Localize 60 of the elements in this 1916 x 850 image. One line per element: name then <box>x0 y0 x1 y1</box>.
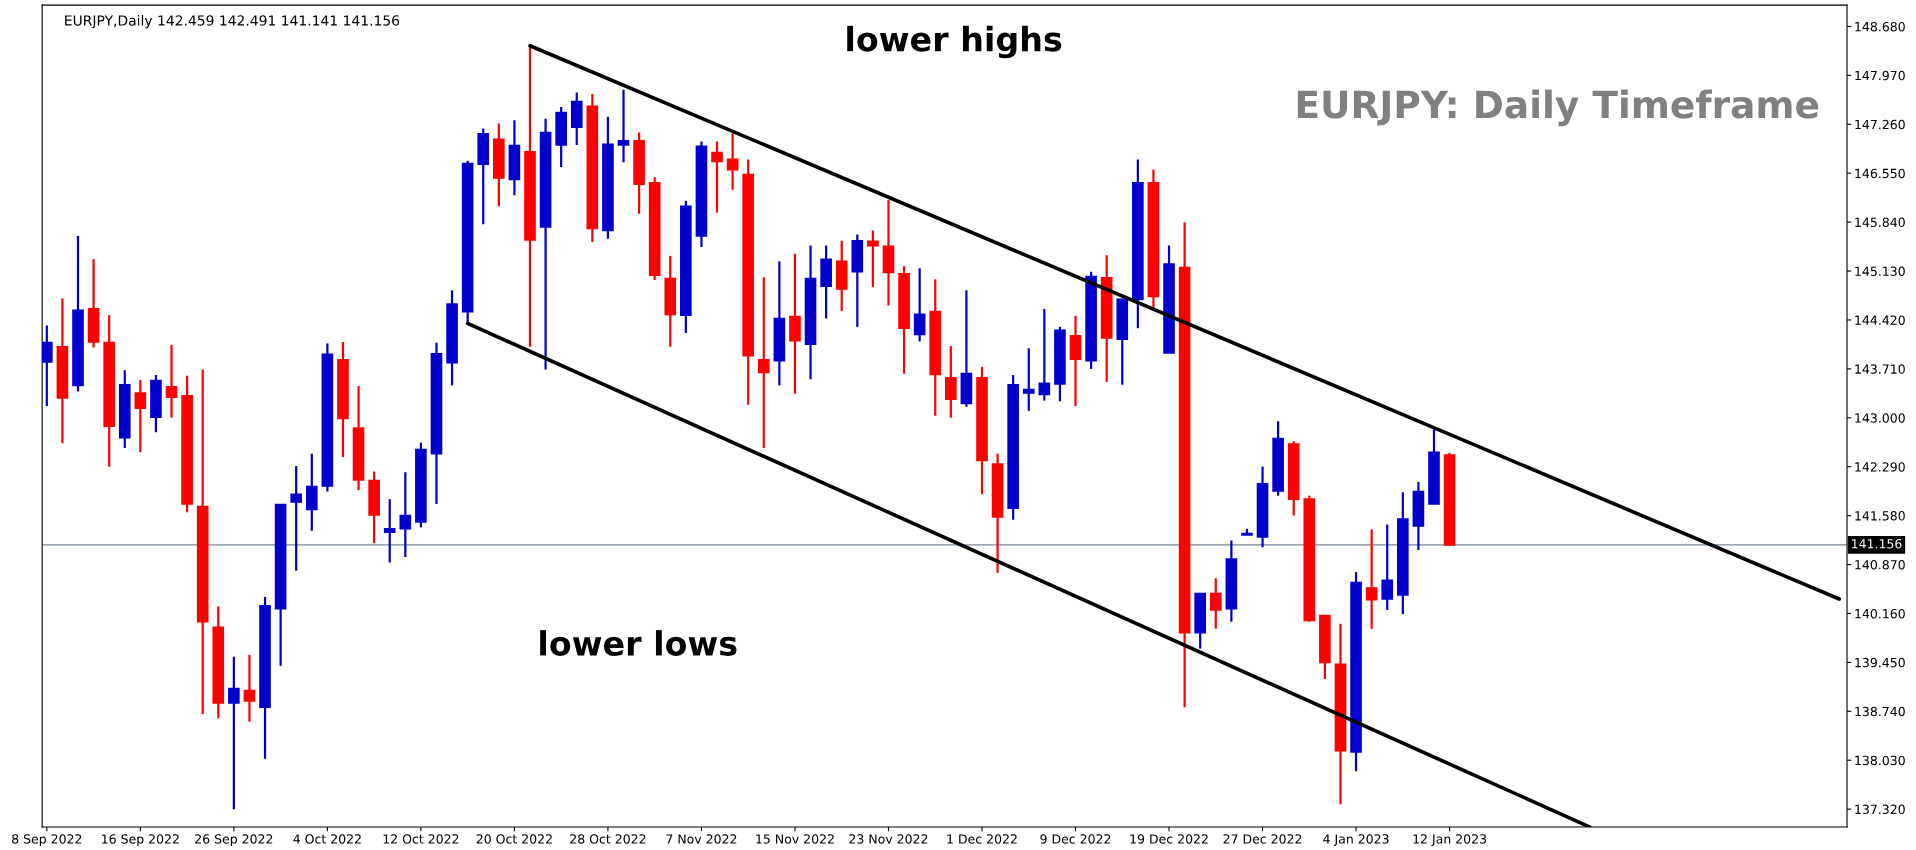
y-tick-label: 141.580 <box>1855 511 1905 521</box>
candlestick <box>134 378 147 454</box>
candlestick <box>305 452 318 532</box>
candlestick <box>1365 528 1378 630</box>
candlestick <box>42 324 53 408</box>
candlestick <box>1209 577 1222 630</box>
y-tick-label: 145.130 <box>1855 266 1905 276</box>
y-tick-label: 143.710 <box>1855 364 1905 374</box>
x-tick-label: 12 Oct 2022 <box>383 834 459 844</box>
candlestick <box>913 267 926 343</box>
y-tick-label: 142.290 <box>1855 462 1905 472</box>
x-tick-label: 27 Dec 2022 <box>1223 834 1302 844</box>
x-tick-label: 4 Oct 2022 <box>293 834 361 844</box>
y-tick-label: 140.160 <box>1855 608 1905 619</box>
x-tick-label: 15 Nov 2022 <box>756 834 834 844</box>
candlestick <box>1038 307 1051 402</box>
y-tick-label: 146.550 <box>1855 168 1905 179</box>
x-tick-label: 19 Dec 2022 <box>1130 834 1208 844</box>
y-tick-label: 140.870 <box>1855 560 1905 570</box>
candlestick <box>243 653 256 723</box>
x-tick-label: 26 Sep 2022 <box>195 834 273 847</box>
x-tick-label: 23 Nov 2022 <box>849 834 928 844</box>
y-tick-label: 145.840 <box>1855 217 1905 228</box>
candlestick <box>165 343 178 419</box>
candlestick <box>757 276 770 450</box>
candlestick <box>711 140 723 214</box>
y-tick-label: 144.420 <box>1855 315 1905 325</box>
candlestick <box>867 229 879 288</box>
x-tick-label: 4 Jan 2023 <box>1323 834 1389 846</box>
y-tick-label: 147.260 <box>1855 119 1905 130</box>
candlestick <box>1381 523 1394 612</box>
y-tick-label: 137.320 <box>1855 804 1905 815</box>
candlestick <box>1069 314 1082 408</box>
candlestick <box>399 471 412 559</box>
y-tick-label: 147.970 <box>1855 70 1905 81</box>
x-tick-label: 12 Jan 2023 <box>1413 834 1487 846</box>
candlestick <box>726 132 739 191</box>
candlestick <box>944 345 957 419</box>
text: EURJPY,Daily 142.459 142.491 141.141 141.156 <box>65 14 400 29</box>
candlestick <box>290 464 303 572</box>
candlestick <box>383 497 396 564</box>
y-tick-label: 139.450 <box>1855 657 1905 668</box>
x-tick-label: 28 Oct 2022 <box>570 834 646 844</box>
annotation: lower lows <box>540 630 737 656</box>
candlestick <box>1022 347 1035 413</box>
y-tick-label: 138.740 <box>1855 706 1905 717</box>
x-tick-label: 7 Nov 2022 <box>666 834 737 844</box>
annotation: lower highs <box>847 25 1062 59</box>
x-tick-label: 16 Sep 2022 <box>102 834 179 847</box>
y-tick-label: 138.030 <box>1855 755 1905 766</box>
x-tick-label: 8 Sep 2022 <box>12 834 82 847</box>
candlestick <box>228 655 240 811</box>
ref-line-label: 141.156 <box>1852 539 1902 549</box>
candlestick <box>617 88 630 164</box>
x-tick-label: 20 Oct 2022 <box>476 834 552 844</box>
text: EURJPY: Daily Timeframe <box>1297 89 1819 127</box>
y-tick-label: 143.000 <box>1855 413 1905 423</box>
x-tick-label: 1 Dec 2022 <box>947 834 1017 844</box>
x-tick-label: 9 Dec 2022 <box>1040 834 1111 844</box>
y-tick-label: 148.680 <box>1855 21 1905 32</box>
